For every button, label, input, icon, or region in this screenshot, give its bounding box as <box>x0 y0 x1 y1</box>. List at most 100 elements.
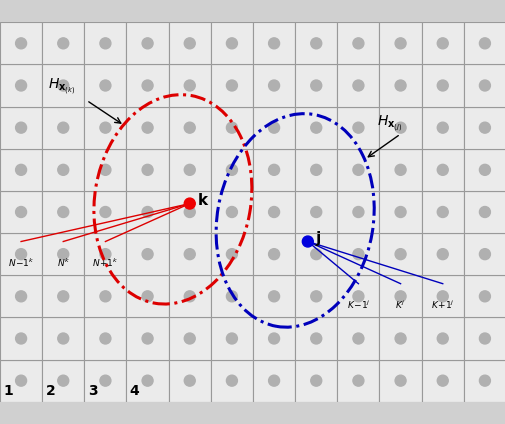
Bar <box>252 233 294 275</box>
Text: $K\!-\!1^{j}$: $K\!-\!1^{j}$ <box>346 298 370 311</box>
Circle shape <box>16 249 27 259</box>
Bar <box>211 22 252 64</box>
Bar <box>0 191 42 233</box>
Bar <box>421 360 463 402</box>
Circle shape <box>58 206 69 218</box>
Circle shape <box>436 38 447 49</box>
Bar <box>463 191 505 233</box>
Bar <box>421 149 463 191</box>
Bar <box>0 233 42 275</box>
Circle shape <box>16 122 27 133</box>
Circle shape <box>58 375 69 386</box>
Circle shape <box>226 122 237 133</box>
Bar <box>0 64 42 106</box>
Circle shape <box>310 291 321 302</box>
Circle shape <box>268 122 279 133</box>
Bar <box>84 360 126 402</box>
Circle shape <box>184 80 195 91</box>
Circle shape <box>268 333 279 344</box>
Bar <box>421 64 463 106</box>
Circle shape <box>394 206 406 218</box>
Circle shape <box>310 80 321 91</box>
Circle shape <box>58 80 69 91</box>
Circle shape <box>184 165 195 175</box>
Bar <box>0 106 42 149</box>
Bar <box>0 149 42 191</box>
Bar <box>379 360 421 402</box>
Circle shape <box>99 291 111 302</box>
Bar <box>126 191 168 233</box>
Bar <box>463 64 505 106</box>
Circle shape <box>268 375 279 386</box>
Bar <box>126 64 168 106</box>
Circle shape <box>58 38 69 49</box>
Circle shape <box>142 375 153 386</box>
Bar <box>168 191 211 233</box>
Bar <box>463 360 505 402</box>
Circle shape <box>268 291 279 302</box>
Bar <box>126 233 168 275</box>
Circle shape <box>16 333 27 344</box>
Text: $N^{k}$: $N^{k}$ <box>57 256 70 269</box>
Bar <box>0 22 42 64</box>
Circle shape <box>352 291 363 302</box>
Bar <box>337 275 379 318</box>
Bar <box>379 318 421 360</box>
Bar <box>0 318 42 360</box>
Circle shape <box>142 38 153 49</box>
Circle shape <box>478 249 489 259</box>
Circle shape <box>394 122 406 133</box>
Bar <box>84 64 126 106</box>
Text: $H_{\mathbf{x}_{(k)}}$: $H_{\mathbf{x}_{(k)}}$ <box>48 77 76 97</box>
Circle shape <box>184 375 195 386</box>
Circle shape <box>142 80 153 91</box>
Bar <box>84 233 126 275</box>
Circle shape <box>58 249 69 259</box>
Circle shape <box>99 38 111 49</box>
Bar <box>463 149 505 191</box>
Bar <box>126 318 168 360</box>
Bar <box>42 233 84 275</box>
Circle shape <box>226 333 237 344</box>
Circle shape <box>184 206 195 218</box>
Bar <box>168 106 211 149</box>
Bar <box>84 149 126 191</box>
Circle shape <box>142 165 153 175</box>
Bar <box>84 318 126 360</box>
Bar <box>211 64 252 106</box>
Bar <box>421 22 463 64</box>
Circle shape <box>184 291 195 302</box>
Circle shape <box>394 249 406 259</box>
Circle shape <box>436 375 447 386</box>
Bar <box>379 233 421 275</box>
Circle shape <box>268 249 279 259</box>
Circle shape <box>478 80 489 91</box>
Circle shape <box>352 38 363 49</box>
Circle shape <box>16 206 27 218</box>
Bar <box>42 22 84 64</box>
Bar <box>379 106 421 149</box>
Text: 1: 1 <box>4 385 13 399</box>
Bar <box>379 275 421 318</box>
Circle shape <box>226 38 237 49</box>
Circle shape <box>310 333 321 344</box>
Circle shape <box>99 122 111 133</box>
Circle shape <box>226 80 237 91</box>
Circle shape <box>352 122 363 133</box>
Circle shape <box>268 80 279 91</box>
Bar <box>126 360 168 402</box>
Bar <box>294 318 337 360</box>
Bar <box>294 22 337 64</box>
Circle shape <box>142 333 153 344</box>
Circle shape <box>301 236 313 247</box>
Bar <box>337 64 379 106</box>
Bar <box>379 149 421 191</box>
Text: $K\!+\!1^{j}$: $K\!+\!1^{j}$ <box>430 298 453 311</box>
Bar <box>294 360 337 402</box>
Bar <box>421 191 463 233</box>
Circle shape <box>310 206 321 218</box>
Bar <box>84 106 126 149</box>
Bar <box>294 149 337 191</box>
Circle shape <box>16 38 27 49</box>
Circle shape <box>16 291 27 302</box>
